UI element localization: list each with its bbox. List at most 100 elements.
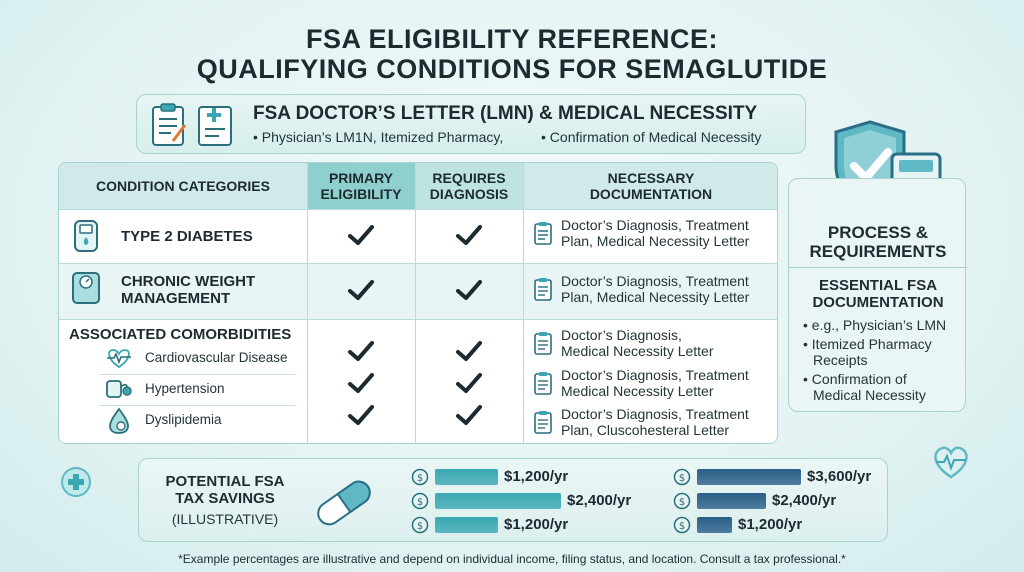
right-savings-label: $3,600/yr (807, 468, 872, 485)
money-bag-icon: $ (411, 468, 429, 486)
svg-text:$: $ (417, 521, 423, 532)
table-row (59, 263, 777, 319)
documentation-text: Doctor’s Diagnosis, Treatment Plan, Medic… (561, 273, 749, 305)
documentation-text: Doctor’s Diagnosis, Treatment Plan, Clusc… (561, 406, 749, 438)
comorbidity-label: Hypertension (145, 381, 225, 396)
svg-text:$: $ (417, 497, 423, 508)
right-savings-bar (697, 517, 732, 533)
title-line-1: FSA ELIGIBILITY REFERENCE: (305, 24, 719, 54)
side-item: • Confirmation of Medical Necessity (803, 371, 926, 403)
documentation-line: Medical Necessity Letter (561, 343, 714, 359)
comorbidity-label: Cardiovascular Disease (145, 350, 288, 365)
title-line-2: QUALIFYING CONDITIONS FOR SEMAGLUTIDE (196, 54, 828, 84)
documentation-line: Medical Necessity Letter (561, 383, 714, 399)
divider (789, 267, 967, 268)
documentation-line: Doctor’s Diagnosis, Treatment (561, 406, 749, 422)
clipboard-icon (533, 410, 553, 434)
money-bag-icon: $ (673, 468, 691, 486)
process-requirements-panel: PROCESS & REQUIREMENTS ESSENTIAL FSA DOC… (788, 178, 967, 412)
primary-check-icon (347, 339, 375, 363)
condition-label: TYPE 2 DIABETES (121, 228, 253, 245)
page-title: FSA ELIGIBILITY REFERENCE: QUALIFYING CO… (0, 24, 1024, 84)
diagnosis-check-icon (455, 371, 483, 395)
savings-subtitle: (ILLUSTRATIVE) (171, 511, 279, 527)
divider (99, 374, 295, 375)
svg-text:$: $ (417, 473, 423, 484)
diagnosis-check-icon (455, 223, 483, 247)
right-savings-bar (697, 469, 801, 485)
diagnosis-check-icon (455, 339, 483, 363)
eligibility-table: CONDITION CATEGORIES PRIMARY ELIGIBILITY … (58, 162, 778, 444)
svg-text:$: $ (679, 473, 685, 484)
clipboard-icon (152, 103, 232, 146)
blood-pressure-icon (106, 380, 132, 398)
lmn-title: FSA DOCTOR’S LETTER (LMN) & MEDICAL NECE… (253, 103, 758, 124)
header-requires-diagnosis: REQUIRES DIAGNOSIS (415, 163, 523, 209)
lmn-banner: FSA DOCTOR’S LETTER (LMN) & MEDICAL NECE… (136, 94, 806, 154)
lmn-bullet-2: • Confirmation of Medical Necessity (541, 129, 762, 145)
money-bag-icon: $ (411, 516, 429, 534)
documentation-line: Doctor’s Diagnosis, Treatment (561, 273, 749, 289)
diagnosis-check-icon (455, 278, 483, 302)
documentation-line: Doctor’s Diagnosis, (561, 327, 682, 343)
documentation-text: Doctor’s Diagnosis, Treatment Medical Nec… (561, 367, 749, 399)
header-condition-categories: CONDITION CATEGORIES (59, 163, 307, 209)
plus-icon (61, 467, 91, 497)
svg-text:$: $ (679, 497, 685, 508)
lmn-bullet-1: • Physician’s LM1N, Itemized Pharmacy, (253, 129, 504, 145)
right-savings-label: $2,400/yr (772, 492, 837, 509)
side-item: • Itemized Pharmacy Receipts (803, 336, 932, 368)
diagnosis-check-icon (455, 403, 483, 427)
comorbidities-label: ASSOCIATED COMORBIDITIES (69, 326, 292, 343)
left-savings-bar (435, 493, 561, 509)
clipboard-icon (533, 221, 553, 245)
tax-savings-panel: POTENTIAL FSA TAX SAVINGS (ILLUSTRATIVE)… (138, 458, 888, 542)
clipboard-icon (533, 371, 553, 395)
footnote: *Example percentages are illustrative an… (178, 552, 846, 566)
clipboard-icon (533, 277, 553, 301)
pill-icon (317, 480, 371, 526)
table-row (59, 319, 777, 443)
money-bag-icon: $ (673, 516, 691, 534)
primary-check-icon (347, 223, 375, 247)
money-bag-icon: $ (673, 492, 691, 510)
side-item: • e.g., Physician’s LMN (803, 317, 947, 333)
documentation-text: Doctor’s Diagnosis, Medical Necessity Let… (561, 327, 714, 359)
documentation-line: Plan, Medical Necessity Letter (561, 289, 750, 305)
left-savings-label: $1,200/yr (504, 516, 569, 533)
svg-text:$: $ (679, 521, 685, 532)
left-savings-label: $1,200/yr (504, 468, 569, 485)
glucose-meter-icon (74, 220, 98, 252)
column-divider (415, 163, 416, 443)
left-savings-bar (435, 517, 498, 533)
table-row (59, 209, 777, 263)
heart-icon (934, 446, 968, 479)
column-divider (523, 163, 524, 443)
right-savings-label: $1,200/yr (738, 516, 803, 533)
primary-check-icon (347, 278, 375, 302)
scale-icon (72, 272, 100, 304)
documentation-line: Plan, Medical Necessity Letter (561, 233, 750, 249)
condition-label: CHRONIC WEIGHT MANAGEMENT (121, 273, 256, 307)
left-savings-bar (435, 469, 498, 485)
savings-title: POTENTIAL FSA TAX SAVINGS (165, 473, 285, 507)
primary-check-icon (347, 403, 375, 427)
money-bag-icon: $ (411, 492, 429, 510)
left-savings-label: $2,400/yr (567, 492, 632, 509)
documentation-line: Plan, Cluscohesteral Letter (561, 422, 730, 438)
comorbidity-label: Dyslipidemia (145, 412, 222, 427)
documentation-text: Doctor’s Diagnosis, Treatment Plan, Medic… (561, 217, 749, 249)
blood-drop-icon (109, 407, 129, 434)
header-necessary-documentation: NECESSARY DOCUMENTATION (523, 163, 777, 209)
heartbeat-icon (107, 349, 131, 369)
documentation-line: Doctor’s Diagnosis, Treatment (561, 217, 749, 233)
documentation-line: Doctor’s Diagnosis, Treatment (561, 367, 749, 383)
side-subtitle: ESSENTIAL FSA DOCUMENTATION (812, 277, 944, 311)
right-savings-bar (697, 493, 766, 509)
column-divider (307, 163, 308, 443)
clipboard-icon (533, 331, 553, 355)
side-title: PROCESS & REQUIREMENTS (809, 223, 947, 261)
header-primary-eligibility: PRIMARY ELIGIBILITY (307, 163, 415, 209)
divider (99, 405, 295, 406)
primary-check-icon (347, 371, 375, 395)
